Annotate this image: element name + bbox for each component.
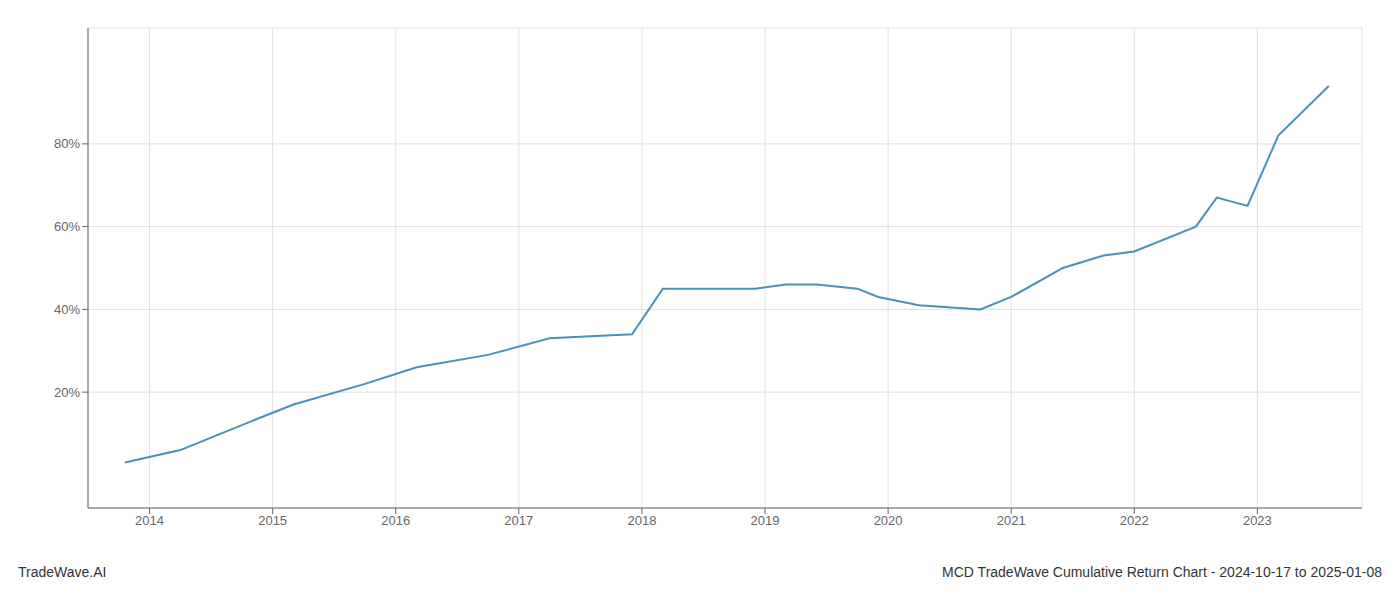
svg-text:2023: 2023 [1243,513,1272,528]
svg-text:20%: 20% [54,385,80,400]
svg-text:2022: 2022 [1120,513,1149,528]
svg-text:2019: 2019 [751,513,780,528]
svg-text:60%: 60% [54,219,80,234]
svg-text:2014: 2014 [135,513,164,528]
svg-text:80%: 80% [54,136,80,151]
svg-text:2021: 2021 [997,513,1026,528]
svg-text:2020: 2020 [874,513,903,528]
svg-text:2016: 2016 [381,513,410,528]
svg-text:2018: 2018 [627,513,656,528]
svg-text:2015: 2015 [258,513,287,528]
svg-text:40%: 40% [54,302,80,317]
html-text:TradeWave.AI: TradeWave.AI [18,564,107,580]
svg-text:2017: 2017 [504,513,533,528]
html-text:MCD TradeWave Cumulative Retur: MCD TradeWave Cumulative Return Chart - … [942,564,1382,580]
